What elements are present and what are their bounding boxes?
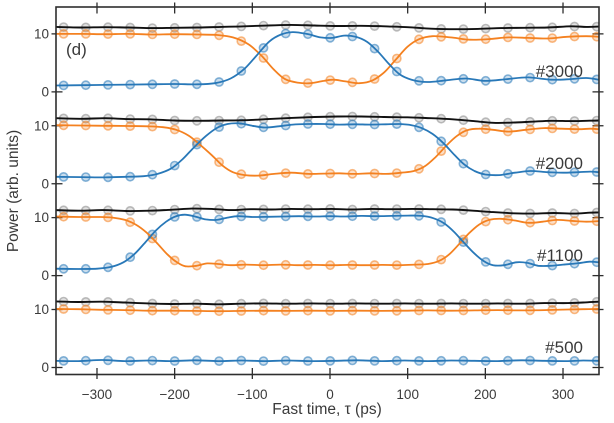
blue-line <box>56 122 599 179</box>
panel-3000 <box>56 20 599 91</box>
x-tick-label: −300 <box>82 387 112 402</box>
x-tick-label: −200 <box>159 387 189 402</box>
blue-line <box>56 213 599 270</box>
y-axis-title: Power (arb. units) <box>5 129 22 253</box>
orange-line <box>56 215 599 268</box>
x-tick-label: 100 <box>396 387 419 402</box>
panel-2000 <box>56 111 599 183</box>
black-line <box>56 207 599 215</box>
y-tick-label: 10 <box>34 302 49 317</box>
panel-1100 <box>56 203 599 274</box>
panel-label-500: #500 <box>545 338 583 357</box>
orange-line <box>56 32 599 85</box>
orange-line <box>56 308 599 313</box>
blue-line <box>56 31 599 87</box>
black-line <box>56 23 599 31</box>
black-line <box>56 115 599 124</box>
x-tick-label: 200 <box>474 387 497 402</box>
x-tick-label: −100 <box>237 387 267 402</box>
plot-frame <box>55 6 600 376</box>
axis-ticks <box>51 2 604 379</box>
y-tick-label: 0 <box>41 176 49 191</box>
panel-label-2000: #2000 <box>535 154 583 173</box>
orange-line <box>56 124 599 177</box>
y-tick-label: 0 <box>41 268 49 283</box>
panel-500 <box>56 296 599 366</box>
panel-label-3000: #3000 <box>535 62 583 81</box>
y-tick-label: 0 <box>41 84 49 99</box>
y-tick-label: 0 <box>41 360 49 375</box>
blue-line <box>56 359 599 363</box>
y-tick-label: 10 <box>34 26 49 41</box>
x-tick-label: 0 <box>326 387 334 402</box>
y-tick-label: 10 <box>34 210 49 225</box>
y-tick-label: 10 <box>34 118 49 133</box>
subfigure-letter-label: (d) <box>66 40 87 59</box>
black-line <box>56 300 599 306</box>
x-axis-title: Fast time, τ (ps) <box>272 401 382 418</box>
x-tick-label: 300 <box>552 387 575 402</box>
panel-label-1100: #1100 <box>536 246 583 265</box>
